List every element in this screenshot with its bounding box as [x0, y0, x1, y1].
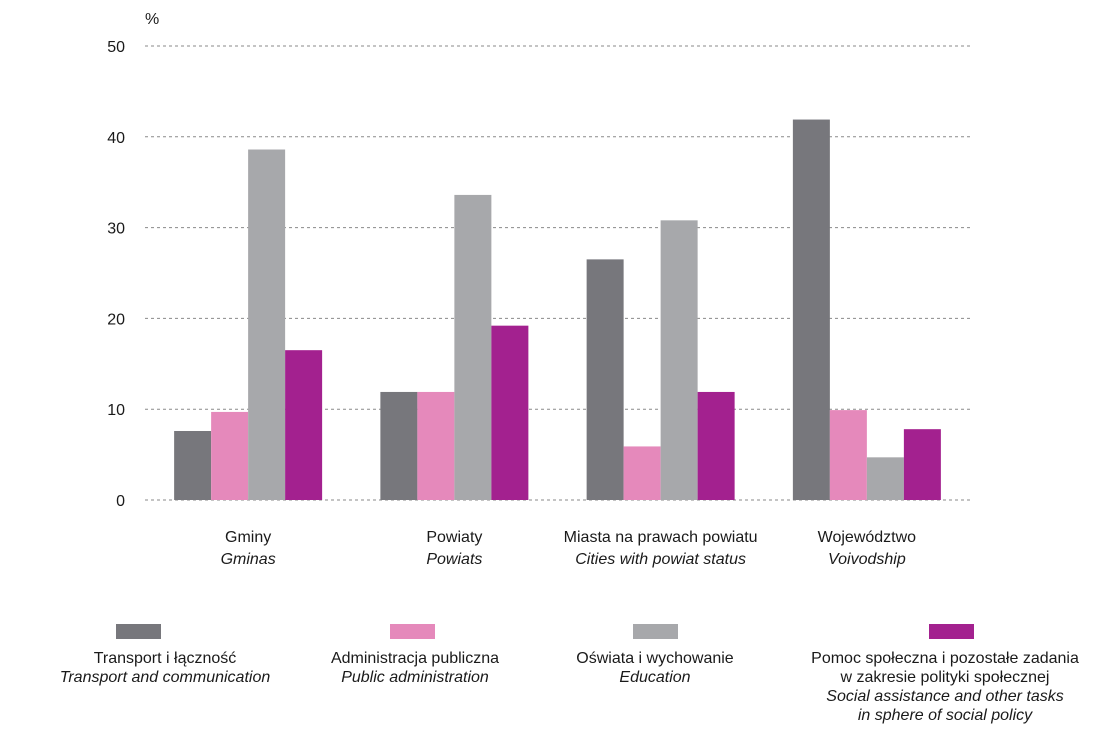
category-label-en: Voivodship — [828, 551, 906, 568]
bar-0-0 — [174, 430, 212, 500]
legend-swatch-education — [633, 624, 678, 639]
legend-item-transport: Transport i łączność Transport and commu… — [40, 624, 290, 687]
legend-label-pl: Oświata i wychowanie — [576, 650, 734, 667]
bar-3-1 — [829, 410, 867, 500]
y-tick-label: 50 — [107, 39, 125, 56]
category-label-en: Gminas — [221, 551, 276, 568]
category-labels: Gminy Gminas Powiaty Powiats Miasta na prawa… — [221, 529, 917, 568]
bar-2-0 — [586, 259, 624, 500]
bar-0-2 — [248, 149, 286, 500]
legend-label-en: Education — [619, 669, 691, 686]
legend-label-pl: Pomoc społeczna i pozostałe zadania w za… — [811, 650, 1079, 686]
bar-chart: 0 10 20 30 40 50 % Gminy Gminas Powiaty Powiats M… — [107, 11, 970, 568]
y-tick-label: 20 — [107, 311, 125, 328]
bar-1-3 — [491, 325, 529, 500]
bar-0-3 — [285, 350, 323, 500]
legend-swatch-transport — [116, 624, 161, 639]
legend-item-administration: Administracja publiczna Public administr… — [290, 624, 540, 687]
legend-label-en: Social assistance and other tasks in sph… — [826, 688, 1064, 724]
legend-label-en: Transport and communication — [59, 669, 271, 686]
category-label-pl: Powiaty — [426, 529, 482, 546]
bar-2-2 — [660, 220, 698, 500]
bar-3-0 — [792, 119, 830, 500]
y-tick-label: 30 — [107, 221, 125, 238]
legend-swatch-social — [929, 624, 974, 639]
legend-label-en: Public administration — [341, 669, 489, 686]
bar-3-3 — [903, 429, 941, 500]
legend-item-education: Oświata i wychowanie Education — [530, 624, 780, 687]
legend-label-pl: Administracja publiczna — [330, 650, 500, 667]
bar-1-2 — [454, 194, 492, 501]
y-tick-label: 0 — [116, 493, 125, 510]
category-label-en: Powiats — [426, 551, 482, 568]
legend-item-social: Pomoc społeczna i pozostałe zadania w za… — [780, 624, 1110, 725]
legend-swatch-administration — [390, 624, 435, 639]
legend: Transport i łączność Transport and commu… — [0, 624, 1111, 734]
bar-0-1 — [211, 411, 249, 500]
category-label-en: Cities with powiat status — [575, 551, 746, 568]
bar-2-1 — [623, 446, 661, 500]
y-tick-label: 40 — [107, 130, 125, 147]
category-label-pl: Miasta na prawach powiatu — [564, 529, 758, 546]
bar-1-1 — [417, 391, 455, 500]
y-tick-label: 10 — [107, 402, 125, 419]
y-axis-label: % — [145, 11, 159, 28]
bar-3-2 — [866, 457, 904, 500]
y-axis-ticks: 0 10 20 30 40 50 — [107, 39, 125, 510]
bar-2-3 — [697, 391, 735, 500]
bars — [174, 119, 941, 501]
legend-label-pl: Transport i łączność — [93, 650, 237, 667]
bar-1-0 — [380, 391, 418, 500]
category-label-pl: Województwo — [818, 529, 917, 546]
category-label-pl: Gminy — [225, 529, 271, 546]
